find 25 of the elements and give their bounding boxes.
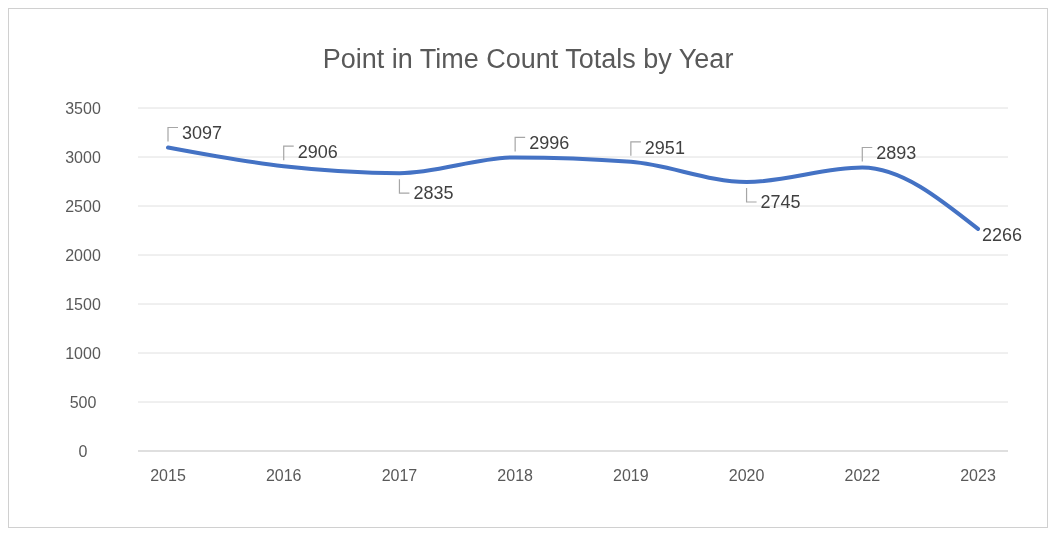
- y-tick-label: 3500: [65, 99, 101, 117]
- chart-title: Point in Time Count Totals by Year: [322, 44, 734, 74]
- x-tick-label: 2020: [728, 467, 765, 484]
- x-tick-label: 2022: [844, 467, 881, 484]
- x-tick-label: 2018: [497, 467, 534, 484]
- x-tick-label: 2019: [613, 467, 649, 484]
- x-tick-label: 2015: [150, 467, 186, 484]
- x-tick-label: 2016: [265, 467, 302, 484]
- y-tick-label: 3000: [65, 148, 101, 166]
- data-label: 2893: [876, 143, 917, 164]
- x-tick-label: 2023: [960, 467, 996, 484]
- data-label: 2266: [982, 224, 1023, 245]
- y-tick-label: 500: [69, 393, 97, 411]
- y-tick-label: 1000: [65, 344, 101, 362]
- data-label: 2835: [413, 183, 454, 204]
- y-tick-label: 1500: [65, 295, 101, 313]
- data-label: 2745: [760, 191, 801, 212]
- data-label: 2951: [644, 137, 685, 158]
- data-label: 3097: [182, 123, 223, 144]
- y-tick-label: 2000: [65, 246, 101, 264]
- y-tick-label: 0: [78, 442, 88, 460]
- data-label: 2996: [529, 133, 570, 154]
- y-tick-label: 2500: [65, 197, 101, 215]
- data-label: 2906: [297, 142, 338, 163]
- x-tick-label: 2017: [381, 467, 418, 484]
